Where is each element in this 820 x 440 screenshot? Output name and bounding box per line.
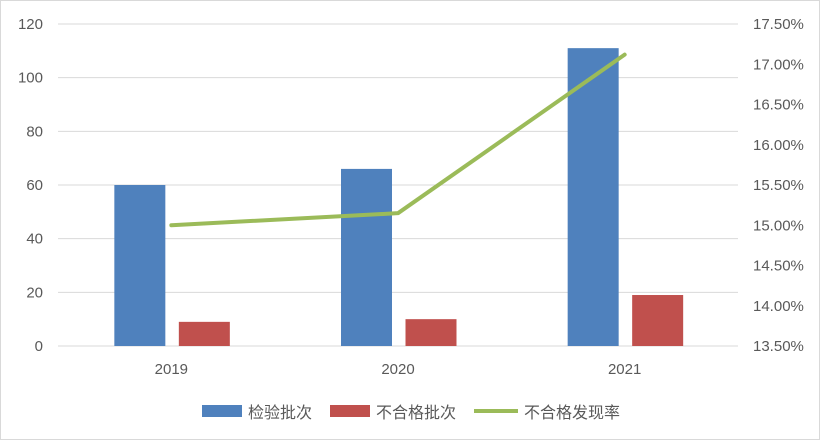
x-tick-label: 2020 — [381, 361, 414, 378]
y-right-tick-label: 16.00% — [753, 137, 804, 154]
y-left-tick-label: 80 — [26, 123, 43, 140]
bar-failed-batches — [632, 295, 684, 346]
y-right-tick-label: 16.50% — [753, 97, 804, 114]
y-left-tick-label: 100 — [18, 70, 43, 87]
bar-inspection-batches — [114, 185, 166, 346]
y-right-tick-label: 17.50% — [753, 16, 804, 33]
bar-failed-batches — [178, 321, 230, 346]
legend-label-failure-rate: 不合格发现率 — [524, 403, 621, 422]
y-left-tick-label: 0 — [35, 338, 43, 355]
y-right-tick-label: 13.50% — [753, 338, 804, 355]
y-right-tick-label: 17.00% — [753, 56, 804, 73]
y-right-tick-label: 14.50% — [753, 258, 804, 275]
x-tick-label: 2019 — [155, 361, 188, 378]
legend-swatch-failure-rate — [474, 409, 518, 413]
bar-inspection-batches — [567, 48, 619, 347]
y-right-tick-label: 15.00% — [753, 217, 804, 234]
legend-swatch-inspection-batches — [201, 405, 242, 417]
line-failure-rate — [169, 52, 627, 228]
legend-item-inspection-batches: 检验批次 — [201, 399, 312, 423]
legend-item-failed-batches: 不合格批次 — [329, 399, 456, 423]
bar-inspection-batches — [341, 168, 392, 346]
legend-label-failed-batches: 不合格批次 — [375, 403, 456, 422]
y-left-tick-label: 120 — [18, 16, 43, 33]
legend-label-inspection-batches: 检验批次 — [247, 403, 312, 422]
y-right-tick-label: 15.50% — [753, 177, 804, 194]
y-left-tick-label: 40 — [26, 231, 43, 248]
bar-failed-batches — [405, 319, 457, 346]
y-left-tick-label: 60 — [26, 177, 43, 194]
legend-item-failure-rate: 不合格发现率 — [474, 399, 620, 423]
y-right-tick-label: 14.00% — [753, 298, 804, 315]
y-left-tick-label: 20 — [26, 284, 43, 301]
legend-swatch-failed-batches — [329, 405, 370, 417]
x-tick-label: 2021 — [608, 361, 641, 378]
legend: 检验批次 不合格批次 不合格发现率 — [1, 399, 820, 423]
